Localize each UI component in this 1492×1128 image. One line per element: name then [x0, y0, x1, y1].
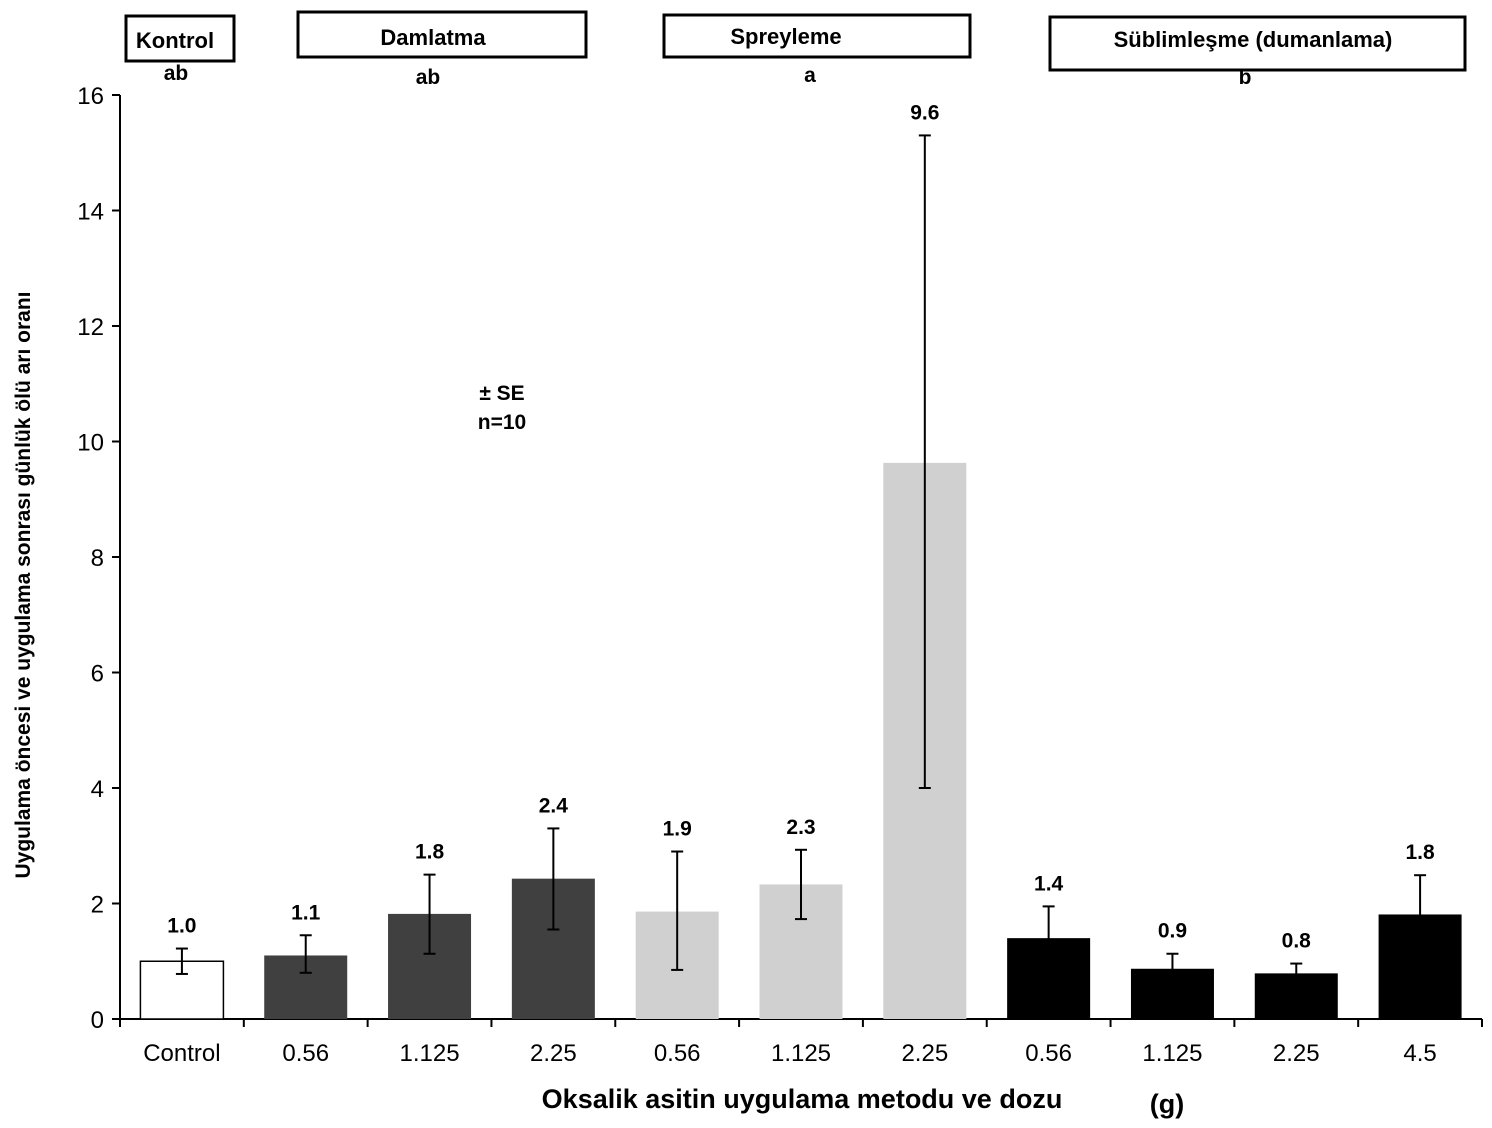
group-box-damlatma	[296, 10, 588, 59]
x-tick-label: 0.56	[1025, 1040, 1072, 1067]
group-box-spreyleme	[662, 13, 972, 59]
x-axis-label: Oksalik asitin uygulama metodu ve dozu	[542, 1084, 1063, 1114]
x-tick-label: 4.5	[1403, 1040, 1436, 1067]
group-letter-damlatma: ab	[416, 66, 441, 89]
y-tick-label: 2	[91, 892, 104, 919]
group-letter-kontrol: ab	[164, 62, 189, 85]
data-label: 9.6	[910, 101, 939, 124]
group-letter-spreyleme: a	[804, 64, 816, 87]
y-tick-label: 16	[77, 83, 104, 110]
data-label: 1.4	[1034, 872, 1064, 895]
data-label: 1.8	[1405, 841, 1435, 864]
group-box-kontrol	[124, 14, 236, 63]
x-axis-unit: (g)	[1150, 1089, 1184, 1119]
n-note: n=10	[478, 411, 526, 434]
y-tick-label: 8	[91, 545, 104, 572]
x-tick-label: 2.25	[901, 1040, 948, 1067]
x-tick-label: 0.56	[282, 1040, 329, 1067]
y-tick-label: 10	[77, 430, 104, 457]
data-label: 1.8	[415, 841, 445, 864]
y-tick-label: 4	[91, 776, 104, 803]
x-tick-label: 1.125	[400, 1040, 460, 1067]
data-label: 0.8	[1282, 930, 1312, 953]
y-axis-label: Uygulama öncesi ve uygulama sonrası günl…	[12, 292, 35, 879]
x-tick-label: 2.25	[530, 1040, 577, 1067]
bar	[139, 960, 225, 1020]
data-label: 1.0	[167, 915, 196, 938]
y-tick-label: 14	[77, 199, 104, 226]
x-tick-label: 1.125	[1142, 1040, 1202, 1067]
group-title-damlatma: Damlatma	[380, 25, 486, 50]
group-title-sublimlesme: Süblimleşme (dumanlama)	[1114, 27, 1393, 52]
data-label: 2.4	[539, 794, 569, 817]
se-note: ± SE	[479, 382, 524, 405]
group-box-sublimlesme	[1048, 15, 1467, 72]
group-title-kontrol: Kontrol	[136, 28, 214, 53]
y-tick-label: 0	[91, 1007, 104, 1034]
plot-area: 0 2 4 6 8 10 12 14 16 1.0 Control 1.1 0.56 1.8 1.125 2.…	[77, 83, 1483, 1067]
y-tick-label: 6	[91, 661, 104, 688]
data-label: 0.9	[1158, 920, 1187, 943]
y-tick-label: 12	[77, 314, 104, 341]
x-tick-label: 1.125	[771, 1040, 831, 1067]
group-letter-sublimlesme: b	[1239, 66, 1252, 89]
x-tick-label: 0.56	[654, 1040, 701, 1067]
data-label: 1.1	[291, 901, 321, 924]
x-tick-label: Control	[143, 1040, 220, 1067]
data-label: 1.9	[663, 818, 692, 841]
group-title-spreyleme: Spreyleme	[730, 24, 841, 49]
data-label: 2.3	[786, 816, 815, 839]
x-tick-label: 2.25	[1273, 1040, 1320, 1067]
